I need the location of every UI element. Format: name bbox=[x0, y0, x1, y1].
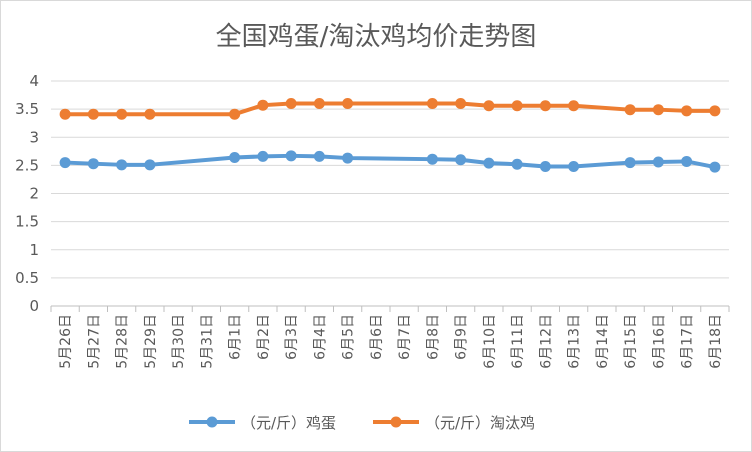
data-point bbox=[652, 156, 664, 168]
data-point bbox=[539, 100, 551, 112]
y-tick-label: 2 bbox=[29, 185, 39, 203]
x-tick-label: 6月2日 bbox=[256, 314, 272, 360]
data-point bbox=[342, 98, 354, 109]
legend-label: （元/斤）鸡蛋 bbox=[241, 414, 336, 432]
y-tick-label: 0 bbox=[29, 297, 39, 315]
y-axis-ticks: 0 0.5 1 1.5 2 2.5 3 3.5 4 bbox=[15, 72, 39, 315]
data-point bbox=[624, 104, 636, 116]
data-point bbox=[313, 150, 325, 162]
legend-marker bbox=[206, 416, 218, 428]
x-tick-label: 6月7日 bbox=[397, 314, 413, 360]
legend-marker bbox=[390, 416, 402, 428]
data-point bbox=[511, 100, 523, 112]
data-point bbox=[483, 157, 495, 169]
data-point bbox=[257, 99, 269, 111]
data-point bbox=[483, 100, 495, 112]
data-point bbox=[709, 161, 721, 173]
legend-item: （元/斤）淘汰鸡 bbox=[373, 414, 535, 432]
x-tick-label: 6月10日 bbox=[482, 314, 498, 369]
data-point bbox=[116, 108, 128, 120]
data-point bbox=[87, 108, 99, 120]
data-point bbox=[568, 100, 580, 112]
x-tick-label: 5月27日 bbox=[86, 314, 102, 369]
data-point bbox=[426, 98, 438, 109]
series-0 bbox=[59, 150, 721, 173]
data-point bbox=[568, 161, 580, 172]
data-point bbox=[426, 153, 438, 165]
x-tick-label: 6月9日 bbox=[454, 314, 470, 360]
y-tick-label: 4 bbox=[29, 72, 39, 90]
legend: （元/斤）鸡蛋 （元/斤）淘汰鸡 bbox=[189, 414, 535, 432]
data-point bbox=[144, 159, 156, 171]
data-point bbox=[59, 108, 71, 120]
data-point bbox=[681, 105, 693, 117]
x-tick-label: 5月26日 bbox=[58, 314, 74, 369]
x-tick-label: 6月15日 bbox=[623, 314, 639, 369]
data-point bbox=[285, 150, 297, 162]
x-tick-label: 6月11日 bbox=[510, 314, 526, 369]
y-tick-label: 0.5 bbox=[15, 269, 39, 287]
data-point bbox=[511, 158, 523, 170]
y-tick-label: 1.5 bbox=[15, 213, 39, 231]
x-tick-label: 6月18日 bbox=[708, 314, 724, 369]
data-point bbox=[116, 159, 128, 171]
x-tick-label: 6月13日 bbox=[567, 314, 583, 369]
data-point bbox=[59, 157, 71, 169]
data-point bbox=[624, 157, 636, 169]
data-point bbox=[144, 108, 156, 120]
x-tick-label: 5月31日 bbox=[199, 314, 215, 369]
data-point bbox=[539, 161, 551, 172]
data-point bbox=[455, 98, 467, 109]
x-axis-ticks: 5月26日 5月27日 5月28日 5月29日 5月30日 5月31日 6月1日 6月2日 6月… bbox=[58, 314, 724, 369]
data-point bbox=[342, 152, 354, 164]
x-tick-label: 6月6日 bbox=[369, 314, 385, 360]
chart-title: 全国鸡蛋/淘汰鸡均价走势图 bbox=[216, 22, 537, 52]
series-lines bbox=[59, 98, 721, 173]
x-tick-label: 6月3日 bbox=[284, 314, 300, 360]
x-tick-label: 5月30日 bbox=[171, 314, 187, 369]
x-tick-label: 6月4日 bbox=[312, 314, 328, 360]
data-point bbox=[652, 104, 664, 116]
data-point bbox=[229, 108, 241, 120]
data-point bbox=[681, 155, 693, 167]
x-tick-label: 6月16日 bbox=[651, 314, 667, 369]
y-tick-label: 1 bbox=[29, 241, 39, 259]
series-1 bbox=[59, 98, 721, 120]
data-point bbox=[87, 158, 99, 170]
x-tick-label: 6月5日 bbox=[341, 314, 357, 360]
x-tick-label: 6月17日 bbox=[680, 314, 696, 369]
data-point bbox=[285, 98, 297, 109]
data-point bbox=[313, 98, 325, 109]
x-tick-label: 6月8日 bbox=[425, 314, 441, 360]
x-tick-label: 6月14日 bbox=[595, 314, 611, 369]
y-tick-label: 2.5 bbox=[15, 156, 39, 174]
data-point bbox=[455, 154, 467, 166]
x-tick-label: 5月29日 bbox=[143, 314, 159, 369]
data-point bbox=[709, 105, 721, 117]
legend-item: （元/斤）鸡蛋 bbox=[189, 414, 336, 432]
y-tick-label: 3 bbox=[29, 128, 39, 146]
data-point bbox=[229, 152, 241, 163]
x-tick-label: 5月28日 bbox=[115, 314, 131, 369]
x-tick-label: 6月1日 bbox=[228, 314, 244, 360]
y-tick-label: 3.5 bbox=[15, 100, 39, 118]
legend-label: （元/斤）淘汰鸡 bbox=[425, 414, 535, 432]
x-tick-label: 6月12日 bbox=[538, 314, 554, 369]
data-point bbox=[257, 150, 269, 162]
